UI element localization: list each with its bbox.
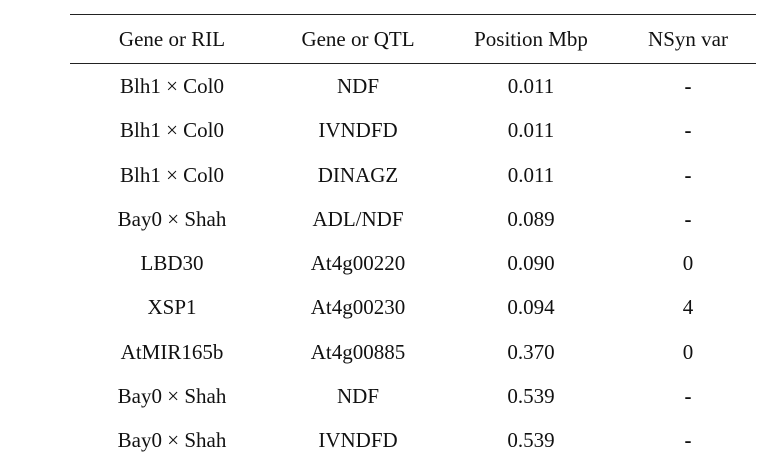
cell-gene-or-qtl: NDF xyxy=(336,74,380,98)
cell-nsyn-var: 0 xyxy=(682,251,694,276)
cell-position-mbp: 0.094 xyxy=(507,295,555,320)
cell-position-mbp: 0.539 xyxy=(507,384,555,409)
cell-gene-or-ril: AtMIR165b xyxy=(120,339,224,364)
cell-position-mbp: 0.539 xyxy=(507,428,555,453)
cell-gene-or-ril: Blh1 × Col0 xyxy=(119,118,225,143)
table-header-row: Gene or RIL Gene or QTL Position Mbp NSy… xyxy=(70,15,756,63)
table-row: Blh1 × Col0 DINAGZ 0.011 - xyxy=(70,153,756,197)
cell-position-mbp: 0.011 xyxy=(507,162,555,187)
cell-gene-or-qtl: At4g00885 xyxy=(310,339,406,364)
cell-nsyn-var: - xyxy=(684,162,692,187)
header-nsyn-var: NSyn var xyxy=(648,27,728,51)
header-position-mbp: Position Mbp xyxy=(474,27,588,51)
cell-gene-or-qtl: IVNDFD xyxy=(318,118,398,143)
cell-gene-or-qtl: ADL/NDF xyxy=(312,206,404,231)
table-row: Blh1 × Col0 NDF 0.011 - xyxy=(70,64,756,108)
cell-gene-or-qtl: NDF xyxy=(336,384,380,409)
cell-nsyn-var: - xyxy=(684,74,692,98)
header-gene-or-ril: Gene or RIL xyxy=(118,27,226,51)
data-table: Gene or RIL Gene or QTL Position Mbp NSy… xyxy=(70,14,756,463)
table-row: AtMIR165b At4g00885 0.370 0 xyxy=(70,330,756,374)
table-header-rule xyxy=(70,63,756,64)
table-row: Bay0 × Shah ADL/NDF 0.089 - xyxy=(70,197,756,241)
cell-position-mbp: 0.011 xyxy=(507,74,555,98)
cell-nsyn-var: - xyxy=(684,384,692,409)
cell-position-mbp: 0.089 xyxy=(507,206,555,231)
table-row: LBD30 At4g00220 0.090 0 xyxy=(70,241,756,285)
cell-nsyn-var: - xyxy=(684,428,692,453)
cell-position-mbp: 0.370 xyxy=(507,339,555,364)
cell-nsyn-var: - xyxy=(684,118,692,143)
table-top-rule xyxy=(70,14,756,15)
cell-gene-or-ril: Bay0 × Shah xyxy=(117,206,227,231)
header-gene-or-qtl: Gene or QTL xyxy=(301,27,415,51)
cell-gene-or-ril: LBD30 xyxy=(140,251,204,276)
table-row: Blh1 × Col0 IVNDFD 0.011 - xyxy=(70,108,756,152)
cell-position-mbp: 0.090 xyxy=(507,251,555,276)
cell-nsyn-var: - xyxy=(684,206,692,231)
cell-gene-or-qtl: At4g00220 xyxy=(310,251,406,276)
cell-nsyn-var: 0 xyxy=(682,339,694,364)
cell-gene-or-ril: Bay0 × Shah xyxy=(117,384,227,409)
cell-gene-or-ril: XSP1 xyxy=(147,295,197,320)
table-row: XSP1 At4g00230 0.094 4 xyxy=(70,285,756,329)
cell-gene-or-qtl: At4g00230 xyxy=(310,295,406,320)
cell-nsyn-var: 4 xyxy=(682,295,694,320)
cell-gene-or-ril: Blh1 × Col0 xyxy=(119,162,225,187)
cell-gene-or-ril: Bay0 × Shah xyxy=(117,428,227,453)
table-row: Bay0 × Shah NDF 0.539 - xyxy=(70,374,756,418)
cell-position-mbp: 0.011 xyxy=(507,118,555,143)
cell-gene-or-ril: Blh1 × Col0 xyxy=(119,74,225,98)
cell-gene-or-qtl: IVNDFD xyxy=(318,428,398,453)
table-row: Bay0 × Shah IVNDFD 0.539 - xyxy=(70,418,756,462)
cell-gene-or-qtl: DINAGZ xyxy=(317,162,399,187)
table-body: Blh1 × Col0 NDF 0.011 - Blh1 × Col0 IVND… xyxy=(70,64,756,463)
